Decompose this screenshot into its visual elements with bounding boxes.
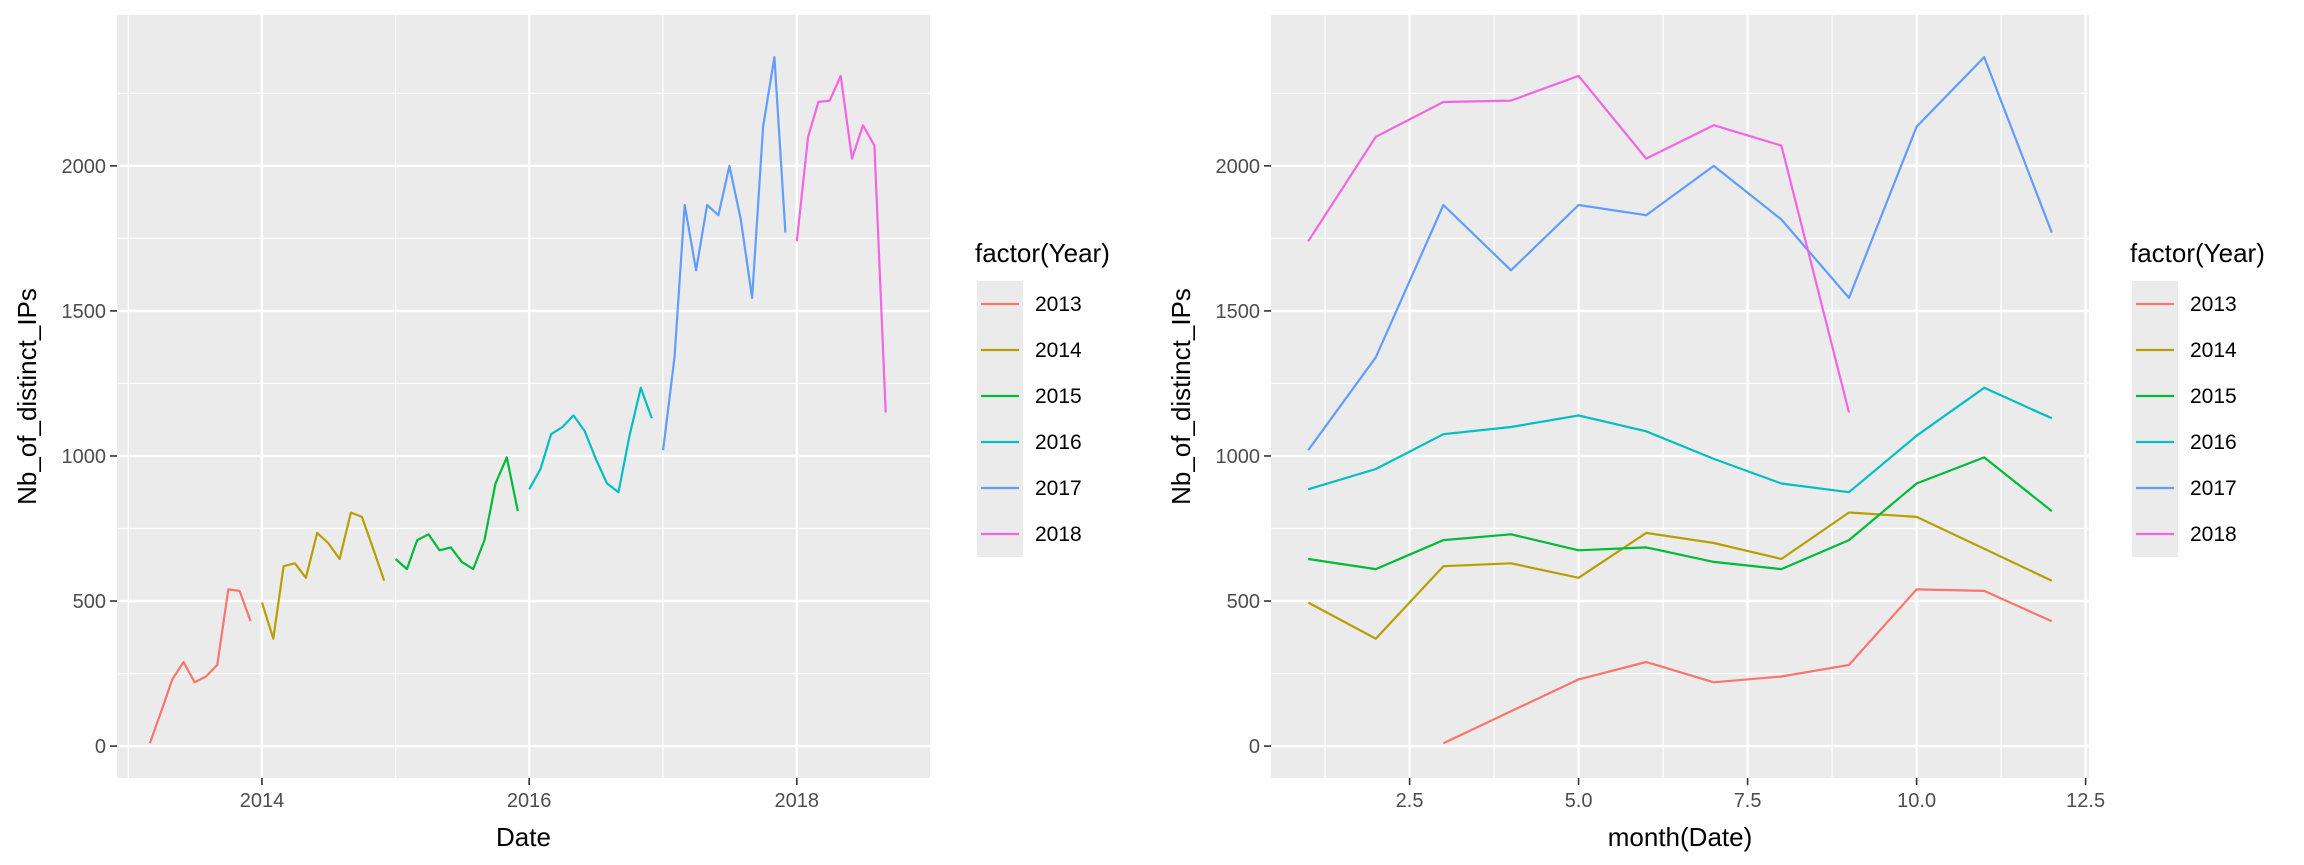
legend-title: factor(Year): [975, 238, 1110, 268]
panel-background: [117, 15, 930, 778]
legend-label-2014: 2014: [2190, 339, 2237, 362]
legend-title: factor(Year): [2130, 238, 2265, 268]
series-line-2017: [662, 55, 787, 451]
legend-label-2015: 2015: [2190, 385, 2237, 408]
date-chart: 2014 2016 2018 0 500 1000 1500 2000 Date Nb_of_di…: [12, 15, 1110, 852]
series-line-2017: [1307, 55, 2053, 451]
y-tick-label: 1500: [62, 301, 107, 323]
y-tick-label: 0: [1249, 736, 1260, 758]
series-line-2016: [528, 386, 653, 494]
y-tick-label: 2000: [62, 156, 107, 178]
y-tick-label: 1000: [1216, 446, 1261, 468]
legend-label-2017: 2017: [2190, 477, 2237, 500]
series-line-2018: [795, 74, 887, 413]
x-tick-label: 2.5: [1396, 790, 1424, 812]
x-tick-label: 5.0: [1565, 790, 1593, 812]
series-line-2015: [1308, 456, 2053, 571]
x-tick-label: 2016: [507, 790, 552, 812]
x-axis-title: Date: [496, 822, 551, 852]
legend-label-2016: 2016: [1035, 431, 1082, 454]
legend-label-2017: 2017: [1035, 477, 1082, 500]
series-line-2013: [1442, 588, 2053, 745]
series-line-2016: [1307, 386, 2053, 494]
legend-label-2014: 2014: [1035, 339, 1082, 362]
legend-label-2013: 2013: [2190, 293, 2237, 316]
y-tick-label: 500: [1227, 591, 1260, 613]
series-line-2014: [260, 511, 386, 640]
panel-background: [1271, 15, 2089, 778]
x-tick-label: 7.5: [1734, 790, 1762, 812]
y-tick-label: 0: [95, 736, 106, 758]
x-tick-label: 2018: [775, 790, 820, 812]
legend-label-2015: 2015: [1035, 385, 1082, 408]
y-tick-label: 1000: [62, 446, 107, 468]
y-axis-title: Nb_of_distinct_IPs: [1166, 288, 1196, 505]
y-tick-label: 1500: [1216, 301, 1261, 323]
series-line-2014: [1307, 511, 2053, 640]
legend-label-2013: 2013: [1035, 293, 1082, 316]
x-tick-label: 10.0: [1897, 790, 1936, 812]
y-tick-label: 2000: [1216, 156, 1261, 178]
legend-label-2018: 2018: [1035, 523, 1082, 546]
x-tick-label: 2014: [240, 790, 285, 812]
series-line-2013: [148, 588, 252, 744]
y-axis-title: Nb_of_distinct_IPs: [12, 288, 42, 505]
x-axis-title: month(Date): [1608, 822, 1753, 852]
x-tick-label: 12.5: [2066, 790, 2105, 812]
legend-label-2016: 2016: [2190, 431, 2237, 454]
y-tick-label: 500: [73, 591, 106, 613]
month-chart: 2.5 5.0 7.5 10.0 12.5 0 500 1000 1500 2000 month(D…: [1166, 15, 2265, 852]
series-line-2015: [394, 456, 519, 571]
legend-label-2018: 2018: [2190, 523, 2237, 546]
series-line-2018: [1307, 74, 1851, 413]
